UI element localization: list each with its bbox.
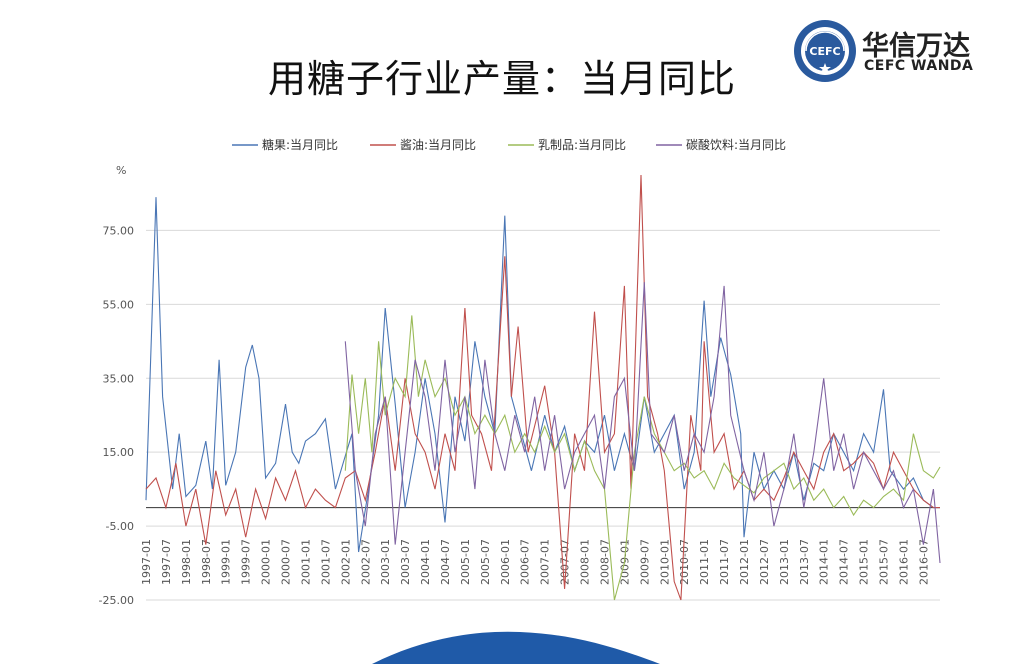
y-tick-label: 35.00 bbox=[103, 372, 135, 385]
logo-english-name: CEFC WANDA bbox=[864, 58, 974, 74]
x-tick-label: 2009-07 bbox=[638, 539, 651, 585]
y-tick-label: -25.00 bbox=[99, 594, 134, 607]
y-tick-label: -5.00 bbox=[106, 520, 134, 533]
x-tick-label: 2002-01 bbox=[339, 539, 352, 585]
x-tick-label: 2002-07 bbox=[359, 539, 372, 585]
x-tick-label: 2012-01 bbox=[738, 539, 751, 585]
x-tick-label: 2001-01 bbox=[299, 539, 312, 585]
x-tick-label: 2011-01 bbox=[698, 539, 711, 585]
y-tick-label: 15.00 bbox=[103, 446, 135, 459]
x-tick-label: 2010-01 bbox=[658, 539, 671, 585]
x-tick-label: 1997-01 bbox=[140, 539, 153, 585]
x-tick-label: 1998-01 bbox=[180, 539, 193, 585]
y-tick-label: 55.00 bbox=[103, 298, 135, 311]
cefc-emblem-icon: CEFC bbox=[794, 20, 856, 82]
series-line-1 bbox=[145, 197, 940, 553]
x-tick-label: 2000-07 bbox=[280, 539, 293, 585]
x-tick-label: 1998-07 bbox=[200, 539, 213, 585]
x-tick-label: 2004-01 bbox=[419, 539, 432, 585]
x-tick-label: 1999-07 bbox=[240, 539, 253, 585]
x-tick-label: 1999-01 bbox=[220, 539, 233, 585]
series-line-2 bbox=[145, 174, 940, 601]
legend-entry: 碳酸饮料:当月同比 bbox=[686, 137, 786, 152]
chart-grid bbox=[146, 229, 940, 601]
x-tick-label: 2015-01 bbox=[858, 539, 871, 585]
legend-entry: 乳制品:当月同比 bbox=[538, 138, 626, 152]
x-tick-label: 2012-07 bbox=[758, 539, 771, 585]
y-tick-label: 75.00 bbox=[103, 224, 135, 237]
x-tick-label: 2003-07 bbox=[399, 539, 412, 585]
logo-badge-text: CEFC bbox=[809, 45, 840, 58]
company-logo: CEFC 华信万达 CEFC WANDA bbox=[792, 18, 1012, 84]
x-tick-label: 2010-07 bbox=[678, 539, 691, 585]
x-tick-label: 2006-07 bbox=[519, 539, 532, 585]
x-axis-ticks: 1997-01 1997-07 1998-01 1998-07 1999-01 1999-… bbox=[140, 539, 930, 585]
x-tick-label: 2008-07 bbox=[598, 539, 611, 585]
x-tick-label: 2013-07 bbox=[798, 539, 811, 585]
x-tick-label: 2016-01 bbox=[897, 539, 910, 585]
x-tick-label: 2003-01 bbox=[379, 539, 392, 585]
x-tick-label: 2015-07 bbox=[878, 539, 891, 585]
x-tick-label: 2014-01 bbox=[818, 539, 831, 585]
x-tick-label: 2013-01 bbox=[778, 539, 791, 585]
x-tick-label: 2016-07 bbox=[917, 539, 930, 585]
x-tick-label: 1997-07 bbox=[160, 539, 173, 585]
y-axis-unit: % bbox=[116, 164, 126, 177]
x-tick-label: 2005-01 bbox=[459, 539, 472, 585]
series-line-4 bbox=[344, 282, 941, 564]
chart-legend: 糖果:当月同比 酱油:当月同比 乳制品:当月同比 碳酸饮料:当月同比 bbox=[232, 137, 786, 152]
x-tick-label: 2014-07 bbox=[838, 539, 851, 585]
chart-series bbox=[145, 174, 941, 601]
legend-entry: 酱油:当月同比 bbox=[400, 137, 476, 152]
logo-chinese-name: 华信万达 bbox=[862, 31, 970, 62]
legend-entry: 糖果:当月同比 bbox=[262, 137, 338, 152]
x-tick-label: 2004-07 bbox=[439, 539, 452, 585]
x-tick-label: 2001-07 bbox=[319, 539, 332, 585]
page-title: 用糖子行业产量：当月同比 bbox=[268, 57, 737, 101]
y-axis-ticks: -25.00 -5.00 15.00 35.00 55.00 75.00 bbox=[99, 224, 134, 607]
series-line-3 bbox=[344, 315, 941, 601]
x-tick-label: 2005-07 bbox=[479, 539, 492, 585]
x-tick-label: 2011-07 bbox=[718, 539, 731, 585]
x-tick-label: 2008-01 bbox=[579, 539, 592, 585]
x-tick-label: 2007-01 bbox=[539, 539, 552, 585]
x-tick-label: 2000-01 bbox=[260, 539, 273, 585]
x-tick-label: 2006-01 bbox=[499, 539, 512, 585]
